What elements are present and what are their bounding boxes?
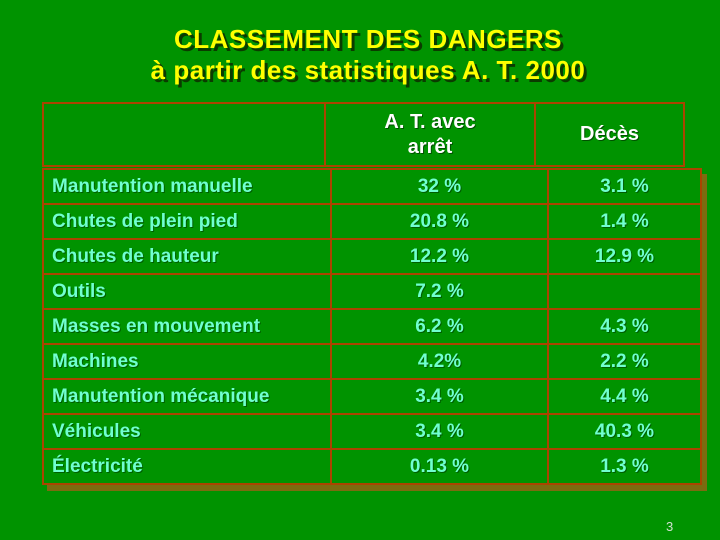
at-value-cell: 3.4 % [332, 415, 547, 448]
at-value-cell: 20.8 % [332, 205, 547, 238]
row-label-cell: Masses en mouvement [44, 310, 330, 343]
deces-value-cell: 4.3 % [549, 310, 700, 343]
slide-title-line2: à partir des statistiques A. T. 2000 [150, 55, 586, 85]
at-value-cell: 0.13 % [332, 450, 547, 483]
row-label-cell: Chutes de hauteur [44, 240, 330, 273]
row-label-cell: Chutes de plein pied [44, 205, 330, 238]
deces-value-cell: 1.4 % [549, 205, 700, 238]
header-at-cell: A. T. avec arrêt [326, 104, 534, 165]
header-at-line1: A. T. avec [384, 110, 476, 133]
deces-value-cell: 40.3 % [549, 415, 700, 448]
slide-title: CLASSEMENT DES DANGERS à partir des stat… [8, 24, 720, 86]
row-label-cell: Véhicules [44, 415, 330, 448]
at-value-cell: 4.2% [332, 345, 547, 378]
header-deces-cell: Décès [536, 104, 683, 165]
row-label-cell: Électricité [44, 450, 330, 483]
deces-value-cell: 1.3 % [549, 450, 700, 483]
row-label-cell: Machines [44, 345, 330, 378]
deces-value-cell [549, 275, 700, 308]
row-label-cell: Manutention mécanique [44, 380, 330, 413]
deces-value-cell: 2.2 % [549, 345, 700, 378]
slide-title-line1: CLASSEMENT DES DANGERS [173, 24, 563, 54]
deces-value-cell: 3.1 % [549, 170, 700, 203]
row-label-cell: Manutention manuelle [44, 170, 330, 203]
header-empty-cell [44, 104, 324, 165]
at-value-cell: 6.2 % [332, 310, 547, 343]
at-value-cell: 12.2 % [332, 240, 547, 273]
at-value-cell: 7.2 % [332, 275, 547, 308]
table-body: Manutention manuelle 32 % 3.1 % Chutes d… [42, 168, 702, 485]
page-number: 3 [666, 519, 674, 534]
table-header: A. T. avec arrêt Décès [42, 102, 685, 167]
deces-value-cell: 12.9 % [549, 240, 700, 273]
row-label-cell: Outils [44, 275, 330, 308]
at-value-cell: 32 % [332, 170, 547, 203]
header-at-line2: arrêt [407, 135, 453, 158]
at-value-cell: 3.4 % [332, 380, 547, 413]
deces-value-cell: 4.4 % [549, 380, 700, 413]
